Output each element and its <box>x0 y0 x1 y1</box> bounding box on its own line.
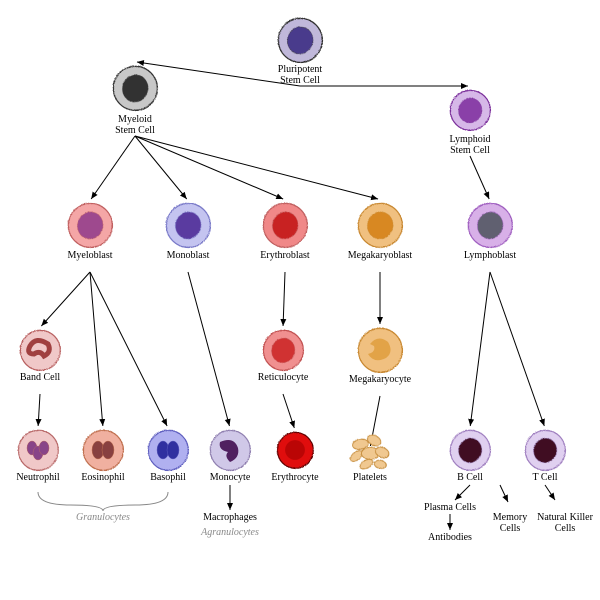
cell-reticulocyte <box>263 330 303 370</box>
cell-myeloid <box>113 66 157 110</box>
label-antibodies: Antibodies <box>428 532 472 543</box>
labels: PluripotentStem CellMyeloidStem CellLymp… <box>16 64 593 543</box>
cell-myeloblast <box>68 203 112 247</box>
cell-erythrocyte <box>277 432 313 468</box>
edge-myeloblast-bandcell <box>41 272 90 326</box>
label-bandcell: Band Cell <box>20 372 60 383</box>
edge-myeloid-myeloblast <box>91 136 135 199</box>
label-macrophages: Macrophages <box>203 512 257 523</box>
edge-lymphoblast-bcell <box>470 272 490 426</box>
cell-bandcell <box>20 330 60 370</box>
label-lymphoblast: Lymphoblast <box>464 250 516 261</box>
label-myeloblast: Myeloblast <box>68 250 113 261</box>
label-erythroblast: Erythroblast <box>260 250 310 261</box>
cell-lymphoid <box>450 90 490 130</box>
edge-myeloid-megakaryoblast <box>135 136 378 199</box>
label-nk: Natural Killer <box>537 512 593 523</box>
edge-bandcell-neutrophil <box>38 394 40 426</box>
label-granulocytes: Granulocytes <box>76 512 130 523</box>
text-edge-3 <box>500 485 508 502</box>
edge-myeloid-monoblast <box>135 136 187 199</box>
cell-basophil <box>148 430 188 470</box>
cell-bcell <box>450 430 490 470</box>
label-neutrophil: Neutrophil <box>16 472 60 483</box>
label-bcell: B Cell <box>457 472 483 483</box>
label-pluripotent: Stem Cell <box>280 75 320 86</box>
cell-monoblast <box>166 203 210 247</box>
label-monoblast: Monoblast <box>167 250 210 261</box>
label-myeloid: Myeloid <box>118 114 152 125</box>
cell-eosinophil <box>83 430 123 470</box>
label-nk: Cells <box>555 523 576 534</box>
label-megakaryoblast: Megakaryoblast <box>348 250 413 261</box>
cell-neutrophil <box>18 430 58 470</box>
label-memory: Memory <box>493 512 527 523</box>
cell-monocyte <box>210 430 250 470</box>
edge-reticulocyte-erythrocyte <box>283 394 294 428</box>
label-reticulocyte: Reticulocyte <box>258 372 309 383</box>
label-plasma: Plasma Cells <box>424 502 476 513</box>
edge-myeloblast-eosinophil <box>90 272 103 426</box>
cell-erythroblast <box>263 203 307 247</box>
edge-pluripotent-myeloid <box>137 62 300 86</box>
label-memory: Cells <box>500 523 521 534</box>
cell-megakaryocyte <box>358 328 402 372</box>
label-megakaryocyte: Megakaryocyte <box>349 374 412 385</box>
label-agranulocytes: Agranulocytes <box>200 527 259 538</box>
label-monocyte: Monocyte <box>210 472 251 483</box>
label-erythrocyte: Erythrocyte <box>271 472 319 483</box>
edge-myeloblast-basophil <box>90 272 167 426</box>
text-edge-4 <box>545 485 555 500</box>
text-edge-2 <box>455 485 470 500</box>
granulocytes-brace <box>38 492 168 511</box>
edge-myeloid-erythroblast <box>135 136 283 199</box>
label-pluripotent: Pluripotent <box>278 64 323 75</box>
edge-monoblast-monocyte <box>188 272 229 426</box>
cell-tcell <box>525 430 565 470</box>
edge-erythroblast-reticulocyte <box>283 272 285 326</box>
label-lymphoid: Stem Cell <box>450 145 490 156</box>
label-eosinophil: Eosinophil <box>81 472 125 483</box>
cell-lymphoblast <box>468 203 512 247</box>
label-myeloid: Stem Cell <box>115 125 155 136</box>
label-lymphoid: Lymphoid <box>449 134 490 145</box>
cell-pluripotent <box>278 18 322 62</box>
cell-platelets <box>348 432 390 471</box>
edge-lymphoblast-tcell <box>490 272 544 426</box>
hematopoiesis-diagram: PluripotentStem CellMyeloidStem CellLymp… <box>0 0 600 600</box>
edge-lymphoid-lymphoblast <box>470 156 489 199</box>
cell-megakaryoblast <box>358 203 402 247</box>
label-platelets: Platelets <box>353 472 387 483</box>
label-basophil: Basophil <box>150 472 186 483</box>
label-tcell: T Cell <box>532 472 557 483</box>
